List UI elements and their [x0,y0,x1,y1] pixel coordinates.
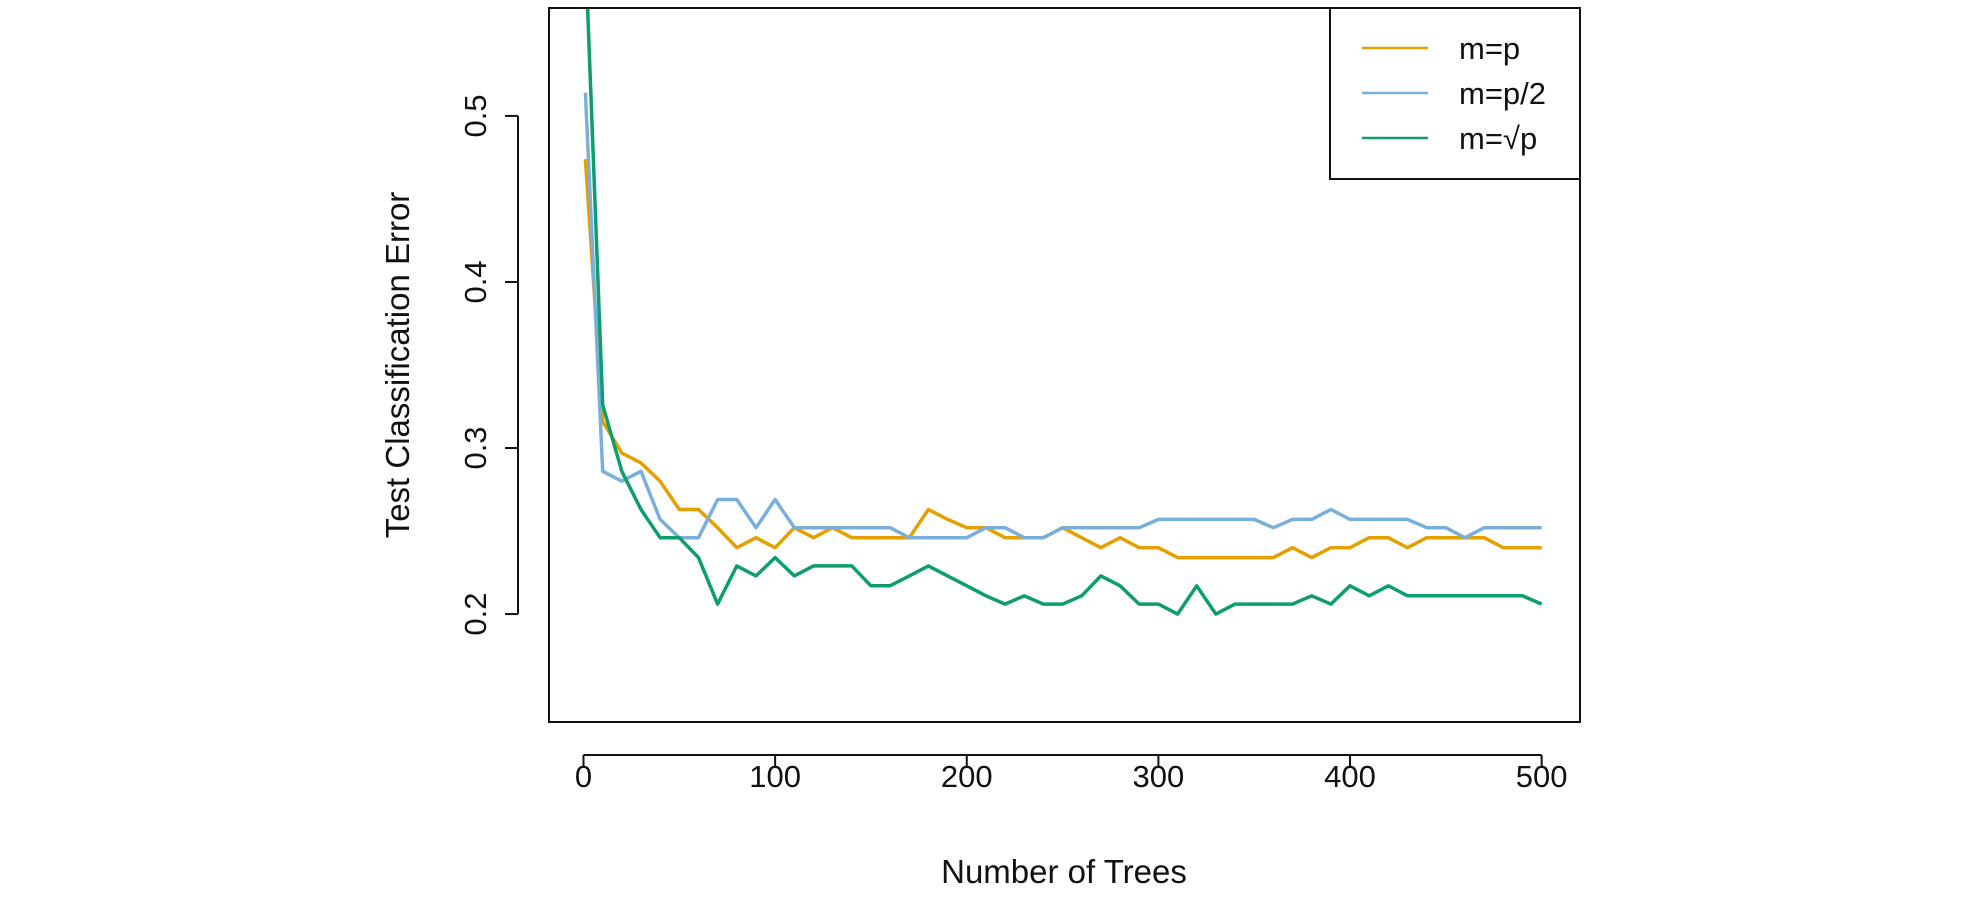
x-axis: 0 100 200 300 400 500 [575,754,1568,794]
x-axis-title: Number of Trees [941,853,1187,890]
y-tick-label: 0.4 [458,260,493,303]
series-line-2 [583,92,1542,540]
x-tick-label: 100 [749,759,801,794]
series-line-3 [585,8,1543,616]
legend-label-1: m=p [1459,31,1520,66]
y-tick-label: 0.5 [458,94,493,137]
legend-label-2: m=p/2 [1459,76,1546,111]
series-layer [583,8,1543,616]
y-axis: 0.2 0.3 0.4 0.5 [458,94,519,636]
x-tick-label: 400 [1324,759,1376,794]
x-tick-label: 500 [1516,759,1568,794]
x-tick-label: 200 [941,759,993,794]
legend-label-3: m=√p [1459,121,1537,156]
y-tick-label: 0.2 [458,593,493,636]
y-axis-title: Test Classification Error [379,192,416,539]
plot-frame [548,7,1581,723]
legend: m=p m=p/2 m=√p [1329,7,1581,180]
x-tick-label: 300 [1133,759,1185,794]
x-tick-label: 0 [575,759,592,794]
y-tick-label: 0.3 [458,426,493,469]
